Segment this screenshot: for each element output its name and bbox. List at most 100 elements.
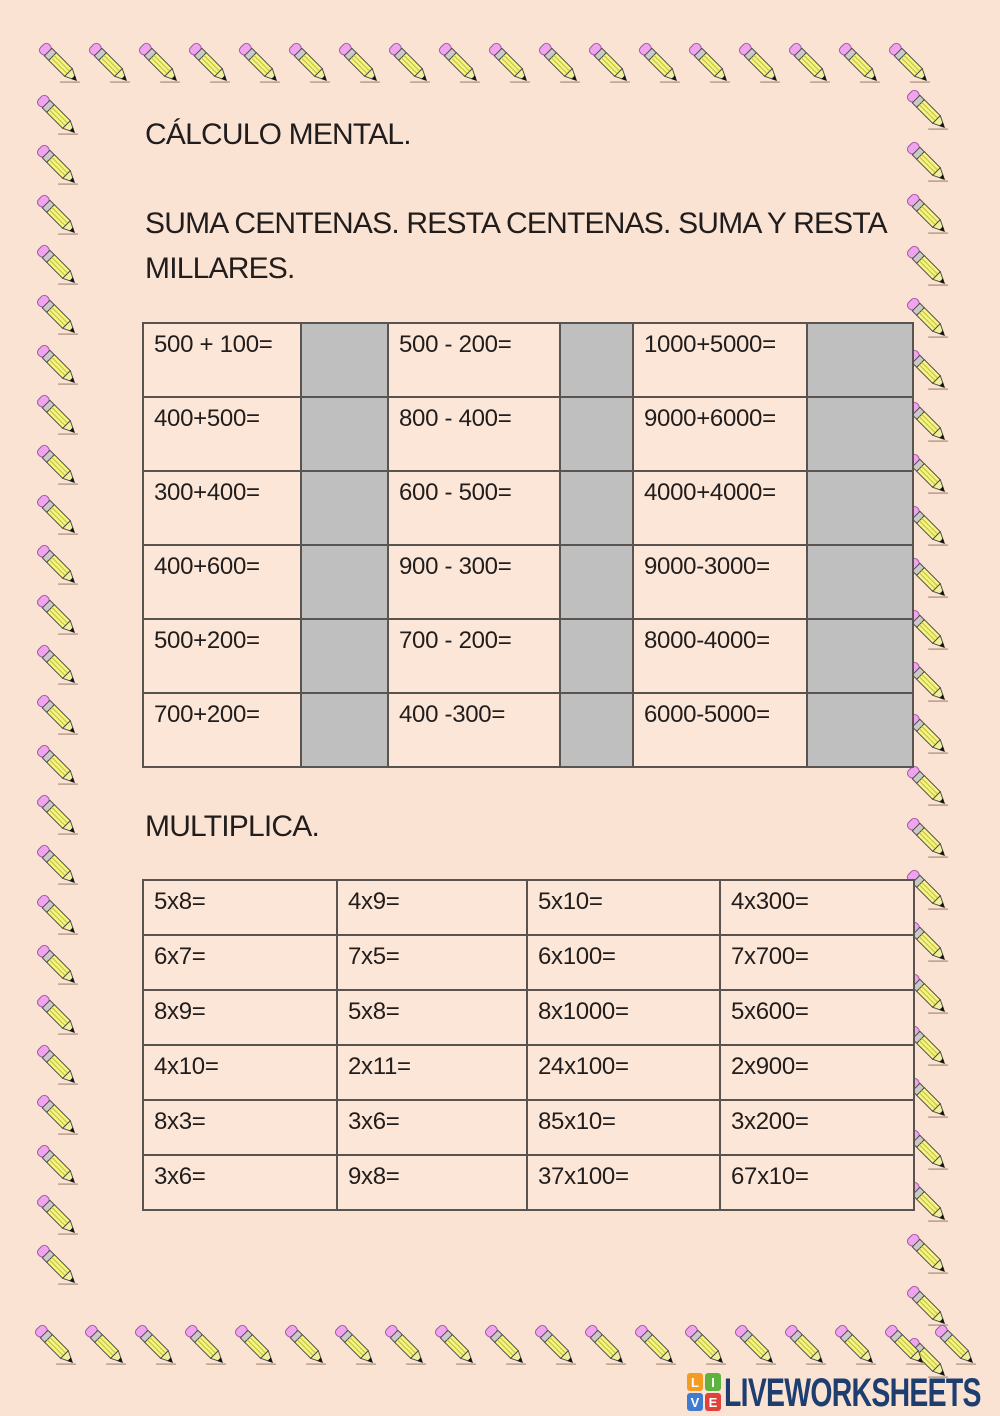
answer-cell[interactable] <box>559 692 634 768</box>
pencil-icon <box>784 38 834 88</box>
problem-cell[interactable]: 67x10= <box>719 1154 915 1211</box>
problem-cell[interactable]: 3x200= <box>719 1099 915 1156</box>
pencil-icon <box>32 490 82 540</box>
problem-cell[interactable]: 5x10= <box>526 879 721 936</box>
pencil-icon <box>80 1320 130 1370</box>
pencil-icon <box>230 1320 280 1370</box>
problem-cell[interactable]: 3x6= <box>142 1154 338 1211</box>
pencil-icon <box>680 1320 730 1370</box>
pencil-icon <box>384 38 434 88</box>
problem-cell[interactable]: 5x600= <box>719 989 915 1046</box>
problem-cell[interactable]: 4x9= <box>336 879 528 936</box>
question-cell: 400 -300= <box>387 692 561 768</box>
pencil-icon <box>32 1240 82 1290</box>
pencil-icon <box>32 1040 82 1090</box>
pencil-icon <box>430 1320 480 1370</box>
pencil-icon <box>380 1320 430 1370</box>
problem-cell[interactable]: 6x7= <box>142 934 338 991</box>
pencil-icon <box>634 38 684 88</box>
problem-cell[interactable]: 7x5= <box>336 934 528 991</box>
pencil-icon <box>284 38 334 88</box>
problem-cell[interactable]: 5x8= <box>142 879 338 936</box>
pencil-icon <box>280 1320 330 1370</box>
pencil-icon <box>730 1320 780 1370</box>
problem-cell[interactable]: 5x8= <box>336 989 528 1046</box>
answer-cell[interactable] <box>806 618 914 694</box>
problem-cell[interactable]: 6x100= <box>526 934 721 991</box>
answer-cell[interactable] <box>806 470 914 546</box>
pencil-icon <box>902 761 952 811</box>
pencil-icon <box>902 1229 952 1279</box>
logo-icon-square: E <box>705 1393 721 1411</box>
pencil-icon <box>884 38 934 88</box>
pencil-icon <box>902 189 952 239</box>
page-title-text: CÁLCULO MENTAL. <box>145 118 412 151</box>
pencil-icon <box>32 840 82 890</box>
pencil-icon <box>830 1320 880 1370</box>
question-cell: 4000+4000= <box>632 470 808 546</box>
pencil-icon <box>902 241 952 291</box>
answer-cell[interactable] <box>559 396 634 472</box>
question-cell: 8000-4000= <box>632 618 808 694</box>
logo-icon-square: V <box>687 1393 703 1411</box>
problem-cell[interactable]: 7x700= <box>719 934 915 991</box>
answer-cell[interactable] <box>806 692 914 768</box>
pencil-icon <box>32 1140 82 1190</box>
pencil-icon <box>32 790 82 840</box>
problem-cell[interactable]: 8x1000= <box>526 989 721 1046</box>
answer-cell[interactable] <box>559 322 634 398</box>
pencil-icon <box>580 1320 630 1370</box>
problem-cell[interactable]: 85x10= <box>526 1099 721 1156</box>
pencil-icon <box>32 1190 82 1240</box>
pencil-icon <box>902 813 952 863</box>
pencil-icon <box>32 740 82 790</box>
answer-cell[interactable] <box>559 544 634 620</box>
problem-cell[interactable]: 2x900= <box>719 1044 915 1101</box>
problem-cell[interactable]: 8x3= <box>142 1099 338 1156</box>
answer-cell[interactable] <box>806 544 914 620</box>
problem-cell[interactable]: 37x100= <box>526 1154 721 1211</box>
problem-cell[interactable]: 4x10= <box>142 1044 338 1101</box>
answer-cell[interactable] <box>806 396 914 472</box>
pencil-icon <box>130 1320 180 1370</box>
pencil-icon <box>180 1320 230 1370</box>
answer-cell[interactable] <box>300 470 389 546</box>
question-cell: 900 - 300= <box>387 544 561 620</box>
liveworksheets-wordmark: LIVEWORKSHEETS <box>724 1371 981 1415</box>
pencil-icon <box>484 38 534 88</box>
subtitle-line-2: MILLARES. <box>145 252 295 285</box>
answer-cell[interactable] <box>300 322 389 398</box>
pencil-icon <box>32 890 82 940</box>
question-cell: 1000+5000= <box>632 322 808 398</box>
pencil-icon <box>434 38 484 88</box>
problem-cell[interactable]: 3x6= <box>336 1099 528 1156</box>
pencil-icon <box>330 1320 380 1370</box>
answer-cell[interactable] <box>559 618 634 694</box>
logo-icon-square: L <box>687 1373 703 1391</box>
question-cell: 700 - 200= <box>387 618 561 694</box>
pencil-icon <box>32 340 82 390</box>
answer-cell[interactable] <box>300 396 389 472</box>
problem-cell[interactable]: 4x300= <box>719 879 915 936</box>
answer-cell[interactable] <box>300 544 389 620</box>
problem-cell[interactable]: 8x9= <box>142 989 338 1046</box>
question-cell: 6000-5000= <box>632 692 808 768</box>
pencil-icon <box>32 940 82 990</box>
answer-cell[interactable] <box>300 692 389 768</box>
pencil-icon <box>534 38 584 88</box>
page-title: CÁLCULO MENTAL. <box>145 117 412 153</box>
answer-cell[interactable] <box>300 618 389 694</box>
problem-cell[interactable]: 9x8= <box>336 1154 528 1211</box>
pencil-icon <box>30 1320 80 1370</box>
pencil-icon <box>32 190 82 240</box>
pencil-icon <box>630 1320 680 1370</box>
answer-cell[interactable] <box>559 470 634 546</box>
problem-cell[interactable]: 2x11= <box>336 1044 528 1101</box>
answer-cell[interactable] <box>806 322 914 398</box>
question-cell: 9000-3000= <box>632 544 808 620</box>
pencil-icon <box>32 240 82 290</box>
pencil-icon <box>32 440 82 490</box>
pencil-icon <box>34 38 84 88</box>
problem-cell[interactable]: 24x100= <box>526 1044 721 1101</box>
